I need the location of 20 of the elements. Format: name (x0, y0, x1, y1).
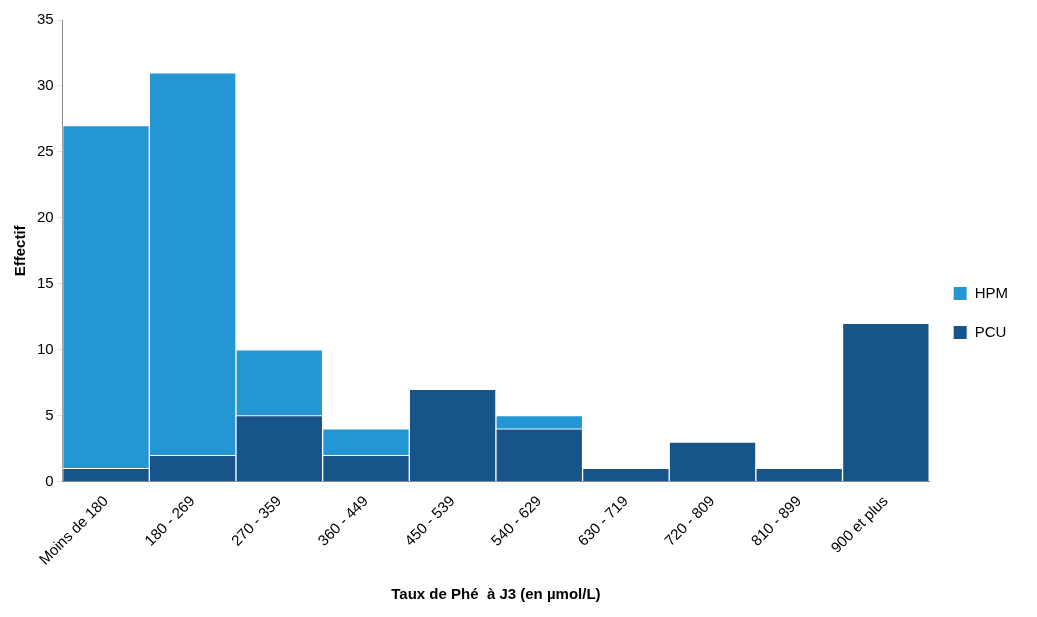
x-tick-label: 180 - 269 (140, 491, 198, 549)
legend-label: PCU (974, 322, 1007, 340)
y-axis-title: Effectif (11, 224, 29, 277)
y-tick-label: 20 (37, 207, 54, 225)
y-tick-label: 0 (45, 471, 54, 489)
y-tick-label: 30 (37, 76, 54, 94)
y-tick-label: 15 (37, 273, 54, 291)
y-tick-label: 25 (37, 142, 54, 160)
x-tick-label: 630 - 719 (574, 491, 631, 549)
x-tick-label: 720 - 809 (660, 491, 718, 549)
x-tick-label: 270 - 359 (227, 491, 285, 549)
y-tick-label: 5 (45, 405, 54, 423)
y-tick-label: 35 (37, 10, 54, 28)
y-tick-label: 10 (37, 339, 54, 357)
x-tick-label: 810 - 899 (747, 491, 805, 549)
x-axis-title: Taux de Phé à J3 (en µmol/L) (391, 585, 601, 603)
x-tick-label: 360 - 449 (314, 491, 371, 549)
legend-label: HPM (974, 283, 1009, 301)
x-tick-label: 450 - 539 (400, 491, 458, 549)
x-tick-label: 540 - 629 (487, 491, 545, 549)
